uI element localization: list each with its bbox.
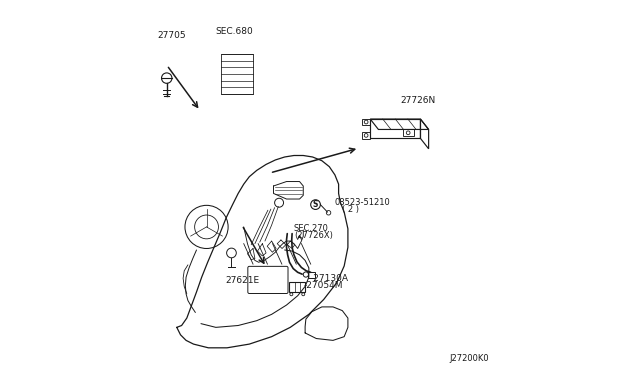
Bar [221,54,253,94]
Text: 27726N: 27726N [400,96,435,105]
Bar [403,129,414,136]
Bar [362,119,370,125]
Text: ( 2 ): ( 2 ) [342,205,358,214]
Text: 08523-51210: 08523-51210 [334,198,390,207]
Bar [289,282,305,292]
Bar [370,119,420,138]
Text: SEC.270: SEC.270 [294,224,329,233]
Bar [362,132,370,139]
Text: 27621E: 27621E [226,276,260,285]
Text: (27726X): (27726X) [294,231,333,240]
Text: -27054M: -27054M [303,281,343,290]
Text: 27705: 27705 [157,31,186,40]
Text: S: S [313,200,318,209]
Text: SEC.680: SEC.680 [215,27,253,36]
Bar [308,272,315,278]
Text: -27130A: -27130A [310,274,348,283]
Text: J27200K0: J27200K0 [450,355,489,363]
